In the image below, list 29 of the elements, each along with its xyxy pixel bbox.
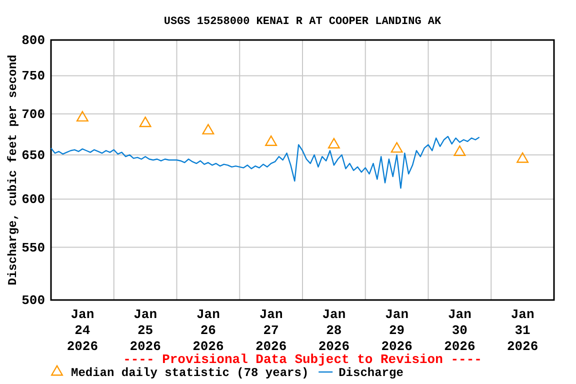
x-tick-label: Jan 25 2026	[130, 307, 162, 354]
x-tick-label: Jan 30 2026	[444, 307, 476, 354]
y-tick-label: 700	[22, 106, 46, 122]
point	[265, 135, 278, 146]
point	[76, 111, 88, 122]
point	[328, 138, 340, 148]
point	[139, 116, 152, 128]
point	[202, 124, 214, 134]
point	[516, 152, 529, 163]
x-tick-label: Jan 26 2026	[192, 307, 224, 354]
point	[454, 146, 466, 156]
chart-title: USGS 15258000 KENAI R AT COOPER LANDING AK	[164, 16, 442, 28]
y-tick-label: 800	[22, 33, 46, 48]
y-tick-label: 500	[22, 293, 46, 308]
x-tick-label: Jan 31 2026	[506, 307, 538, 354]
legend-label: Median daily statistic (78 years)	[71, 366, 309, 380]
x-tick-label: Jan 29 2026	[381, 307, 413, 354]
x-tick-label: Jan 27 2026	[255, 307, 287, 354]
y-tick-label: 550	[22, 240, 46, 256]
point	[390, 142, 403, 153]
x-tick-label: Jan 24 2026	[66, 307, 98, 354]
x-tick-label: Jan 28 2026	[318, 307, 350, 354]
y-tick-label: 650	[22, 148, 46, 163]
y-axis-title: Discharge, cubic feet per second	[6, 54, 20, 286]
y-tick-label: 600	[22, 192, 46, 208]
line-series	[50, 136, 480, 189]
y-tick-label: 750	[22, 68, 46, 84]
text: ---- Provisional Data Subject to Revision ----	[123, 352, 482, 367]
legend-label: Discharge	[338, 366, 404, 380]
